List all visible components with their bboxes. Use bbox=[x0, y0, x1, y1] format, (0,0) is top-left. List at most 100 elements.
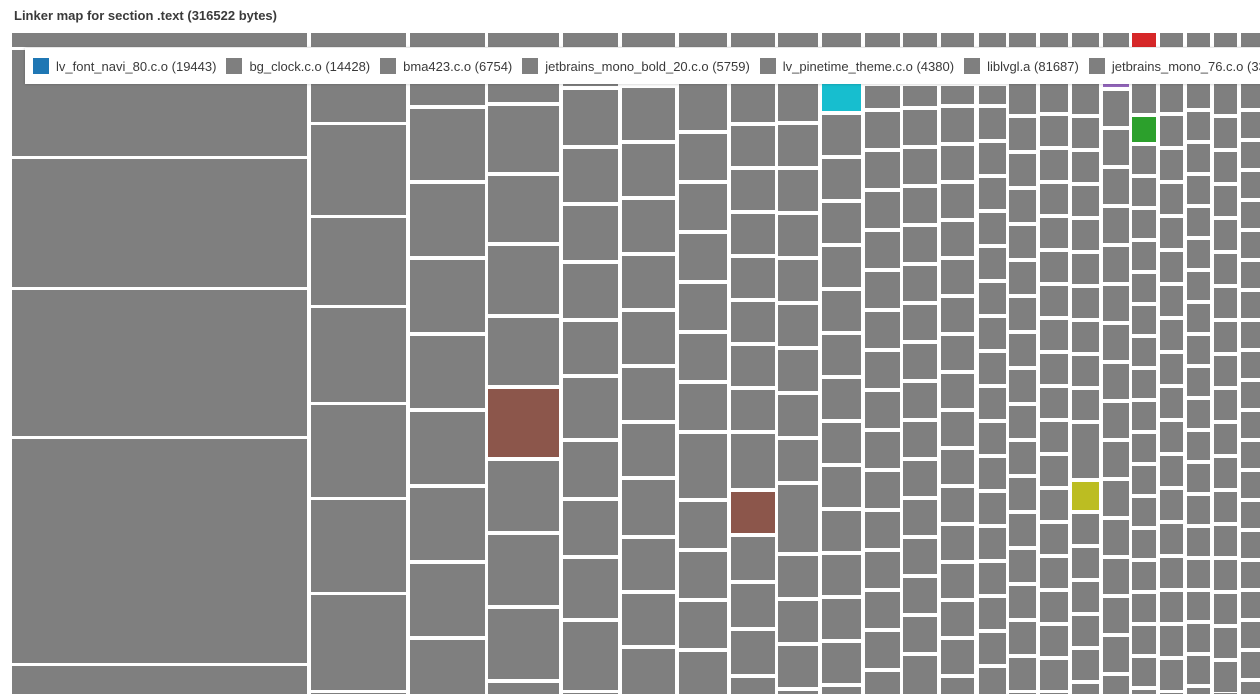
treemap-block[interactable] bbox=[1160, 184, 1183, 214]
treemap-block[interactable] bbox=[1072, 152, 1099, 182]
treemap-block[interactable] bbox=[1214, 118, 1237, 148]
treemap-block[interactable] bbox=[1132, 594, 1156, 622]
treemap-block[interactable] bbox=[1072, 548, 1099, 578]
treemap-block[interactable] bbox=[563, 264, 618, 318]
treemap-block[interactable] bbox=[1160, 33, 1183, 47]
treemap-block[interactable] bbox=[1009, 118, 1036, 150]
treemap-block[interactable] bbox=[1072, 390, 1099, 420]
treemap-block[interactable] bbox=[1160, 456, 1183, 486]
treemap-block[interactable] bbox=[1103, 169, 1129, 204]
treemap-block[interactable] bbox=[1160, 286, 1183, 316]
treemap-block[interactable] bbox=[1187, 208, 1210, 236]
treemap-block[interactable] bbox=[1214, 458, 1237, 488]
treemap-block[interactable] bbox=[822, 599, 861, 639]
treemap-block[interactable] bbox=[1187, 464, 1210, 492]
treemap-block[interactable] bbox=[1241, 682, 1260, 694]
treemap-block[interactable] bbox=[622, 312, 675, 364]
treemap-block[interactable] bbox=[1072, 186, 1099, 216]
treemap-block[interactable] bbox=[903, 461, 937, 496]
treemap-block[interactable] bbox=[410, 33, 485, 47]
treemap-block[interactable] bbox=[1040, 626, 1068, 656]
treemap-block[interactable] bbox=[941, 86, 974, 104]
treemap-block[interactable] bbox=[979, 283, 1006, 314]
treemap-block[interactable] bbox=[1187, 528, 1210, 556]
treemap-block[interactable] bbox=[1241, 652, 1260, 678]
treemap-block[interactable] bbox=[865, 352, 900, 388]
treemap-block[interactable] bbox=[979, 493, 1006, 524]
treemap-block[interactable] bbox=[1103, 247, 1129, 282]
treemap-block[interactable] bbox=[731, 170, 775, 210]
treemap-block[interactable] bbox=[1187, 592, 1210, 620]
treemap-block[interactable] bbox=[941, 640, 974, 674]
treemap-block[interactable] bbox=[1103, 598, 1129, 633]
treemap-block[interactable] bbox=[1241, 442, 1260, 468]
treemap-block[interactable] bbox=[622, 424, 675, 476]
treemap-block[interactable] bbox=[903, 500, 937, 535]
treemap-block[interactable] bbox=[778, 395, 818, 436]
treemap-block[interactable] bbox=[1040, 150, 1068, 180]
treemap-block[interactable] bbox=[1072, 322, 1099, 352]
treemap-block[interactable] bbox=[1040, 252, 1068, 282]
treemap-block[interactable] bbox=[1214, 526, 1237, 556]
treemap-block[interactable] bbox=[622, 368, 675, 420]
treemap-block[interactable] bbox=[1132, 82, 1156, 113]
treemap-block[interactable] bbox=[1214, 186, 1237, 216]
treemap-block[interactable] bbox=[865, 192, 900, 228]
treemap-block[interactable] bbox=[1160, 660, 1183, 690]
treemap-block[interactable] bbox=[1132, 33, 1156, 47]
treemap-block[interactable] bbox=[1009, 82, 1036, 114]
treemap-block[interactable] bbox=[1241, 532, 1260, 558]
treemap-block[interactable] bbox=[822, 291, 861, 331]
treemap-block[interactable] bbox=[1214, 424, 1237, 454]
treemap-block[interactable] bbox=[778, 646, 818, 687]
treemap-block[interactable] bbox=[311, 218, 406, 305]
treemap-block[interactable] bbox=[311, 500, 406, 592]
treemap-block[interactable] bbox=[979, 668, 1006, 694]
treemap-block[interactable] bbox=[679, 334, 727, 380]
treemap-block[interactable] bbox=[731, 82, 775, 122]
treemap-block[interactable] bbox=[941, 184, 974, 218]
treemap-block[interactable] bbox=[679, 652, 727, 694]
treemap-block[interactable] bbox=[1040, 218, 1068, 248]
treemap-block[interactable] bbox=[410, 640, 485, 694]
treemap-block[interactable] bbox=[622, 88, 675, 140]
treemap-block[interactable] bbox=[822, 159, 861, 199]
treemap-block[interactable] bbox=[1040, 490, 1068, 520]
treemap-block[interactable] bbox=[1241, 292, 1260, 318]
treemap-block[interactable] bbox=[865, 672, 900, 694]
treemap-block[interactable] bbox=[1187, 33, 1210, 47]
treemap-block[interactable] bbox=[822, 643, 861, 683]
treemap-block[interactable] bbox=[1009, 478, 1036, 510]
treemap-block[interactable] bbox=[1160, 252, 1183, 282]
treemap-block[interactable] bbox=[1187, 400, 1210, 428]
treemap-block[interactable] bbox=[1132, 242, 1156, 270]
treemap-block[interactable] bbox=[1009, 154, 1036, 186]
treemap-block[interactable] bbox=[941, 222, 974, 256]
treemap-block[interactable] bbox=[488, 683, 559, 694]
treemap-block[interactable] bbox=[903, 344, 937, 379]
treemap-block[interactable] bbox=[731, 346, 775, 386]
treemap-block[interactable] bbox=[410, 109, 485, 180]
treemap-block[interactable] bbox=[1187, 560, 1210, 588]
treemap-block[interactable] bbox=[311, 595, 406, 690]
treemap-block[interactable] bbox=[1072, 356, 1099, 386]
treemap-block[interactable] bbox=[410, 336, 485, 408]
treemap-block[interactable] bbox=[563, 622, 618, 690]
treemap-block[interactable] bbox=[941, 298, 974, 332]
treemap-block[interactable] bbox=[822, 115, 861, 155]
treemap-block[interactable] bbox=[865, 112, 900, 148]
treemap-block[interactable] bbox=[679, 184, 727, 230]
treemap-block[interactable] bbox=[1187, 368, 1210, 396]
treemap-block[interactable] bbox=[979, 633, 1006, 664]
treemap-block[interactable] bbox=[979, 33, 1006, 47]
treemap-block[interactable] bbox=[1103, 286, 1129, 321]
treemap-block[interactable] bbox=[1187, 272, 1210, 300]
treemap-block[interactable] bbox=[1214, 82, 1237, 114]
treemap-block[interactable] bbox=[1132, 626, 1156, 654]
treemap-block[interactable] bbox=[1072, 33, 1099, 47]
treemap-block[interactable] bbox=[1009, 622, 1036, 654]
treemap-block[interactable] bbox=[1241, 562, 1260, 588]
treemap-block[interactable] bbox=[1103, 325, 1129, 360]
treemap-block[interactable] bbox=[12, 666, 307, 694]
treemap-block[interactable] bbox=[1132, 466, 1156, 494]
